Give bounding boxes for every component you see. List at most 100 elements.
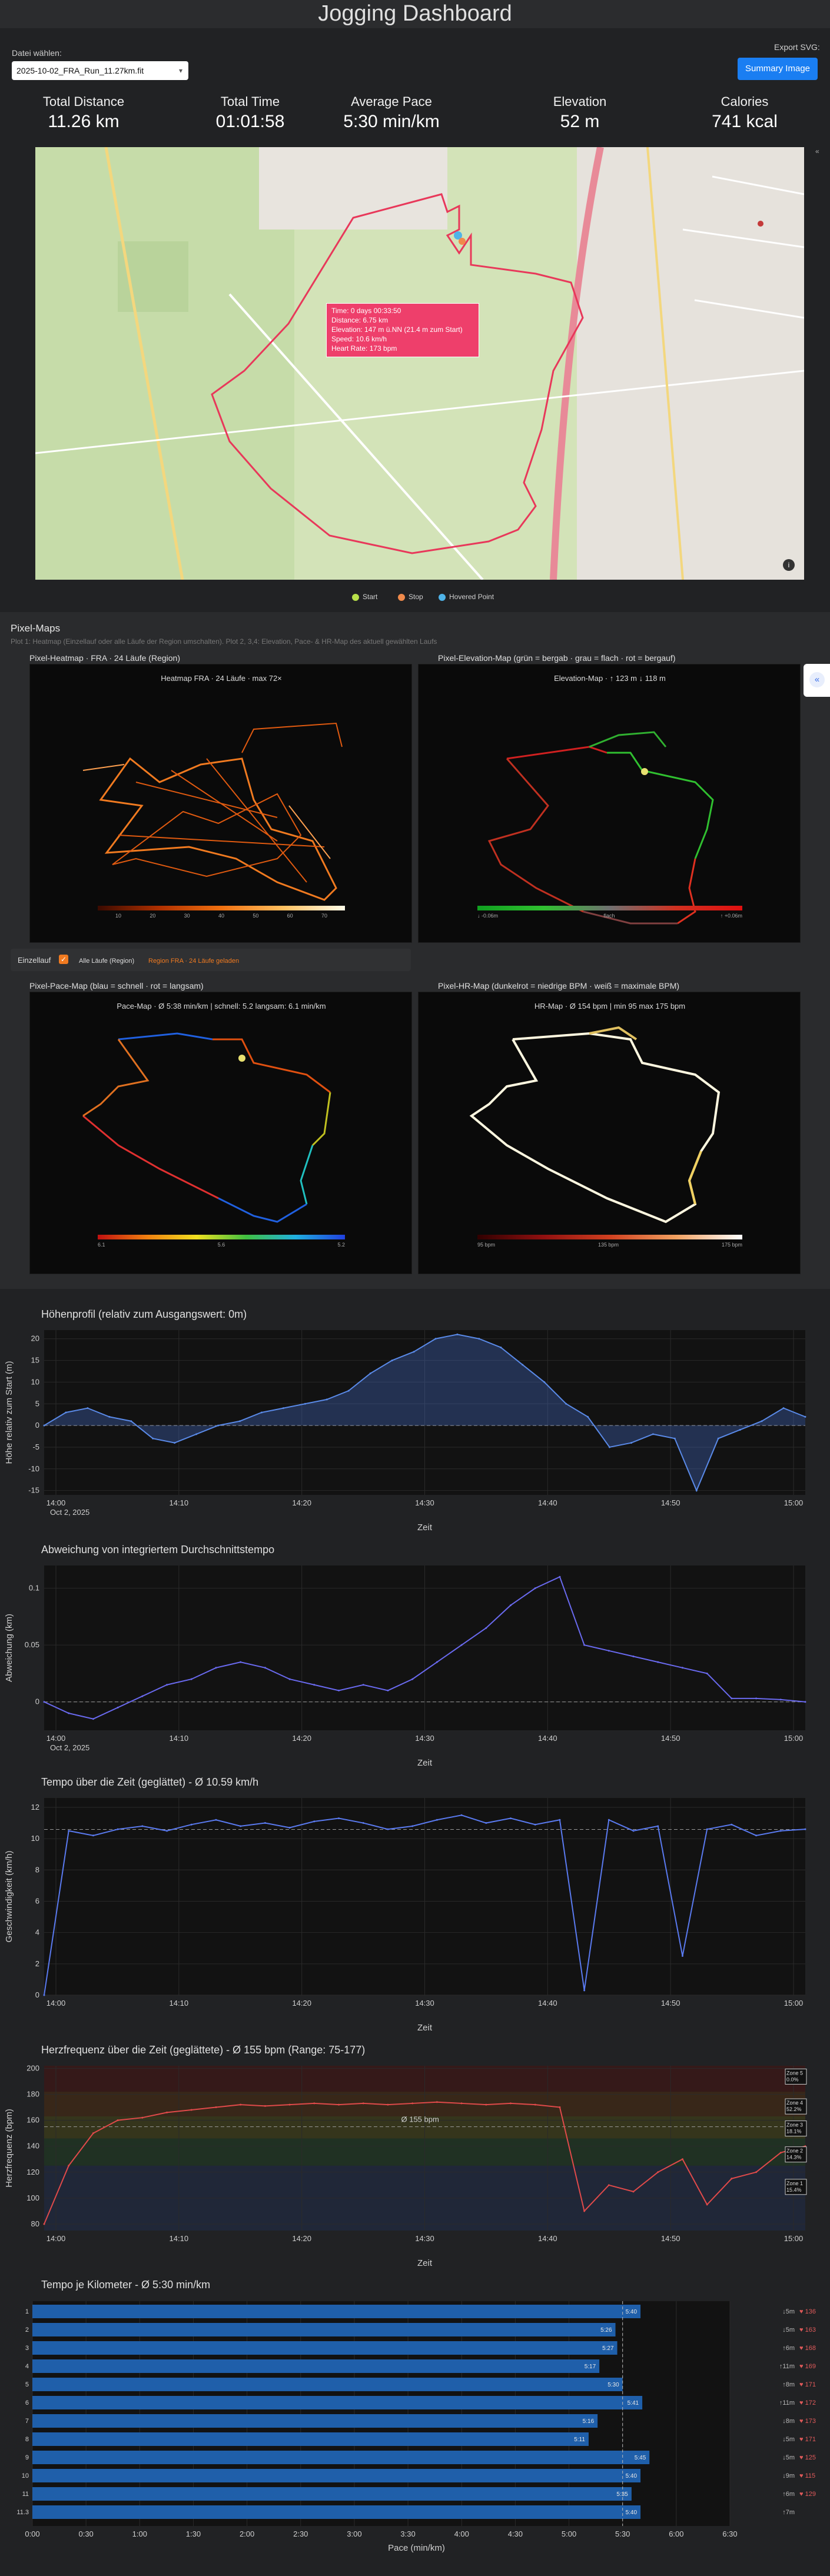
data-point [509,1604,512,1607]
alle-laeufe-label[interactable]: Alle Läufe (Region) [79,958,135,965]
x-tick-label: 6:00 [669,2530,683,2538]
y-tick-label: -5 [32,1442,39,1451]
x-date-label: Oct 2, 2025 [50,1508,89,1517]
tooltip-row: Speed: 10.6 km/h [331,334,474,344]
x-axis-title: Pace (min/km) [388,2543,445,2553]
sidebar-toggle-button[interactable]: « [804,664,830,697]
pace-label: 5:27 [602,2345,614,2352]
data-point [456,1333,459,1335]
km-label: 2 [25,2326,29,2334]
data-point [583,2210,586,2212]
hr-map-canvas [469,1026,721,1224]
x-tick-label: 14:20 [292,1734,311,1743]
data-point [362,2102,364,2105]
map-canvas[interactable]: i [35,147,804,580]
pace-per-km-chart[interactable]: 0:00 0:30 1:00 1:30 2:00 2:30 3:00 3:30 4:00 4:30… [0,2295,830,2576]
data-point [108,1415,111,1418]
data-point [174,1442,176,1444]
stat-total-distance: Total Distance 11.26 km [7,94,160,132]
elev-label: ↓5m [782,2436,795,2443]
x-axis-title: Zeit [417,1523,433,1533]
map-legend-start[interactable]: Start [352,593,377,601]
y-tick-label: 6 [35,1896,39,1905]
stat-value: 52 m [560,112,600,131]
hr-label: ♥ 129 [799,2491,816,2498]
data-point [706,1672,708,1674]
route-map[interactable]: i Time: 0 days 00:33:50 Distance: 6.75 k… [35,147,804,580]
km-label: 5 [25,2381,29,2388]
stat-value: 5:30 min/km [343,112,440,131]
pace-label: 5:40 [626,2509,638,2516]
tick: 6.1 [98,1242,105,1248]
tick: ↑ +0.06m [720,913,742,919]
tooltip-value: 147 m ü.NN (21.4 m zum Start) [364,325,463,334]
y-tick-label: 2 [35,1959,39,1968]
summary-image-button[interactable]: Summary Image [738,58,818,80]
speed-chart[interactable]: 12 10 8 6 4 2 0 14:00 14:10 14:20 14:30 14:40 14:50 1… [0,1792,830,2042]
data-point [238,1420,241,1422]
data-point [706,1828,708,1830]
series-line [44,1334,806,1493]
data-point [681,1955,683,1957]
data-point [731,1697,733,1700]
chevron-down-icon: ▾ [178,67,182,75]
y-tick-label: 180 [26,2090,39,2099]
x-tick-label: 15:00 [784,1498,804,1507]
legend-dot [439,593,446,601]
data-point [141,2116,144,2119]
data-point [632,2191,635,2193]
x-tick-label: 14:30 [415,1999,434,2007]
tooltip-key: Heart Rate: [331,344,368,353]
map-collapse-icon[interactable]: « [815,147,819,155]
elev-label: ↓8m [782,2418,795,2425]
x-tick-label: 2:00 [240,2530,254,2538]
x-tick-label: 0:00 [25,2530,39,2538]
heatmap-title: Heatmap FRA · 24 Läufe · max 72× [161,674,282,683]
x-tick-label: 14:10 [170,1498,189,1507]
elevation-profile-chart[interactable]: 20 15 10 5 0 -5 -10 -15 14:00 14:10 14:20 14:30 14:4… [0,1324,830,1542]
file-label: Datei wählen: [12,48,62,58]
pace-bar [32,2323,616,2336]
map-legend-hovered[interactable]: Hovered Point [439,593,494,601]
region-status: Region FRA · 24 Läufe geladen [148,958,240,965]
data-point [434,1338,437,1340]
data-point [460,1644,463,1646]
data-point [534,1587,536,1590]
data-point [68,2165,70,2167]
data-point [313,1684,316,1686]
alle-laeufe-checkbox[interactable]: ✓ [59,955,68,964]
stat-value: 741 kcal [712,112,778,131]
map-legend-stop[interactable]: Stop [398,593,423,601]
hr-chart[interactable]: 200 180 160 140 120 100 80 14:00 14:10 14:20 14:30… [0,2060,830,2278]
data-point [632,1830,635,1832]
y-tick-label: 20 [31,1334,39,1343]
stat-value: 01:01:58 [215,112,285,131]
file-select[interactable]: 2025-10-02_FRA_Run_11.27km.fit ▾ [12,61,188,80]
data-point [583,1989,586,1992]
x-tick-label: 0:30 [78,2530,93,2538]
data-point [782,1407,785,1410]
tick: 70 [321,913,327,919]
data-point [387,1689,389,1691]
pace-label: 5:40 [626,2473,638,2479]
data-point [391,1360,393,1362]
map-attribution-icon[interactable] [783,559,795,571]
y-tick-label: 140 [26,2142,39,2150]
data-point [43,1701,45,1703]
data-point [387,1828,389,1830]
km-label: 11.3 [16,2509,29,2516]
pace-bar [32,2414,598,2428]
tick: 40 [218,913,224,919]
elevation-chart-title: Höhenprofil (relativ zum Ausgangswert: 0… [41,1308,247,1320]
einzellauf-label[interactable]: Einzellauf [18,956,51,965]
data-point [559,1819,561,1821]
pace-bar [32,2432,589,2446]
series-area [44,1334,805,1491]
data-point [304,1402,306,1405]
zone-pct: 52.2% [786,2106,802,2112]
deviation-chart[interactable]: 0.1 0.05 0 14:00 14:10 14:20 14:30 14:40 14:50 15… [0,1560,830,1777]
data-point [717,1437,719,1440]
tick: 60 [287,913,293,919]
data-point [583,1644,586,1646]
zone-pct: 0.0% [786,2076,799,2082]
